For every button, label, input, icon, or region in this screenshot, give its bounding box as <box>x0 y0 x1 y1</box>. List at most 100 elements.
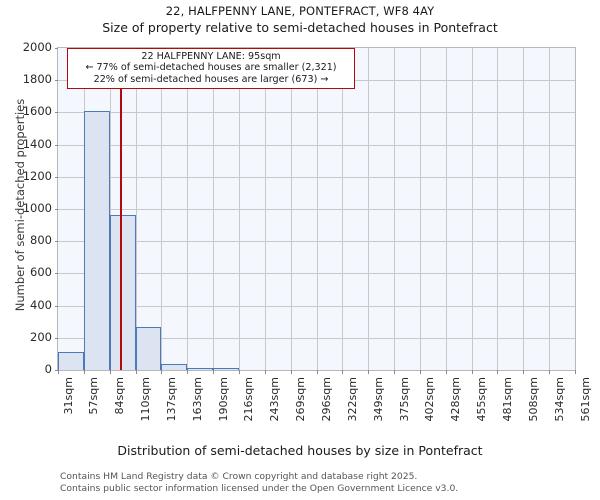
histogram-bar <box>213 368 239 370</box>
footer-line-2: Contains public sector information licen… <box>60 482 459 494</box>
footer-attribution: Contains HM Land Registry data © Crown c… <box>60 471 580 495</box>
y-axis-tick-mark <box>54 176 58 178</box>
x-axis-tick-label: 322sqm <box>345 377 359 422</box>
histogram-bar <box>58 351 84 370</box>
x-axis-tick-mark <box>213 370 215 374</box>
x-axis-tick-mark <box>575 370 576 374</box>
x-axis-tick-label: 190sqm <box>216 377 230 422</box>
y-axis-tick-label: 600 <box>30 265 52 280</box>
y-axis-tick-mark <box>54 144 58 146</box>
footer-line-1: Contains HM Land Registry data © Crown c… <box>60 471 418 482</box>
gridline-vertical <box>161 48 163 370</box>
x-axis-tick-label: 402sqm <box>423 377 437 422</box>
x-axis-tick-label: 137sqm <box>164 377 178 422</box>
gridline-vertical <box>445 48 447 370</box>
x-axis-tick-mark <box>549 370 551 374</box>
gridline-vertical <box>264 48 266 370</box>
annotation-line-smaller: ← 77% of semi-detached houses are smalle… <box>85 62 337 74</box>
y-axis-tick-label: 1600 <box>22 104 52 119</box>
x-axis-tick-label: 110sqm <box>139 377 153 422</box>
y-axis-tick-mark <box>54 48 58 49</box>
gridline-vertical <box>419 48 421 370</box>
page-title: 22, HALFPENNY LANE, PONTEFRACT, WF8 4AY <box>165 4 435 18</box>
x-axis-tick-label: 296sqm <box>320 377 333 422</box>
y-axis-tick-mark <box>54 80 58 82</box>
y-axis-tick-label: 2000 <box>22 40 52 54</box>
y-axis-tick-mark <box>54 337 58 339</box>
x-axis-tick-label: 31sqm <box>61 377 75 415</box>
property-size-marker-line <box>120 48 123 370</box>
x-axis-tick-label: 84sqm <box>113 377 127 415</box>
y-axis-tick-label: 800 <box>30 233 52 248</box>
gridline-vertical <box>290 48 292 370</box>
x-axis-tick-label: 243sqm <box>268 377 282 422</box>
x-axis-tick-mark <box>161 370 163 374</box>
gridline-vertical <box>213 48 215 370</box>
y-axis-tick-label: 1000 <box>22 201 52 215</box>
y-axis-tick-mark <box>54 209 58 210</box>
x-axis-title: Distribution of semi-detached houses by … <box>117 443 483 458</box>
y-axis-tick-label: 400 <box>30 297 52 312</box>
x-axis-tick-mark <box>187 370 189 374</box>
x-axis-tick-mark <box>342 370 344 374</box>
gridline-vertical <box>523 48 525 370</box>
gridline-vertical <box>549 48 551 370</box>
y-axis-tick-label: 0 <box>44 362 52 376</box>
x-axis-tick-label: 534sqm <box>552 377 566 422</box>
gridline-vertical <box>471 48 473 370</box>
histogram-bar <box>135 327 162 370</box>
histogram-bar <box>83 110 110 370</box>
x-axis-tick-label: 561sqm <box>578 377 592 422</box>
x-axis-tick-label: 57sqm <box>87 377 101 415</box>
y-axis-tick-label: 1800 <box>22 72 52 87</box>
x-axis-tick-label: 349sqm <box>371 377 385 422</box>
x-axis-tick-label: 216sqm <box>242 377 256 422</box>
x-axis-tick-mark <box>83 370 85 374</box>
x-axis-tick-mark <box>523 370 525 374</box>
x-axis-tick-mark <box>445 370 447 374</box>
x-axis-tick-mark <box>264 370 266 374</box>
y-axis-tick-mark <box>54 112 58 114</box>
x-axis-tick-label: 375sqm <box>397 377 411 422</box>
gridline-vertical <box>368 48 370 370</box>
y-axis-tick-mark <box>54 305 58 307</box>
gridline-vertical <box>187 48 189 370</box>
annotation-line-property: 22 HALFPENNY LANE: 95sqm <box>141 51 281 62</box>
plot-area <box>54 47 576 374</box>
histogram-bar <box>161 364 188 370</box>
chart-subtitle: Size of property relative to semi-detach… <box>102 20 498 35</box>
y-axis-tick-mark <box>54 273 58 275</box>
histogram-bar <box>187 368 214 370</box>
x-axis-tick-mark <box>135 370 137 374</box>
gridline-vertical <box>135 48 137 370</box>
x-axis-tick-mark <box>58 370 59 374</box>
x-axis-tick-mark <box>368 370 370 374</box>
y-axis-tick-mark <box>54 370 58 371</box>
gridline-vertical <box>316 48 318 370</box>
x-axis-tick-label: 163sqm <box>190 377 204 422</box>
x-axis-tick-mark <box>238 370 240 374</box>
histogram-bar <box>109 215 136 370</box>
gridline-vertical <box>109 48 111 370</box>
x-axis-tick-mark <box>394 370 396 374</box>
gridline-vertical <box>497 48 499 370</box>
x-axis-tick-mark <box>419 370 421 374</box>
y-axis-tick-label: 1200 <box>22 168 52 183</box>
y-axis-tick-mark <box>54 241 58 243</box>
x-axis-tick-mark <box>109 370 111 374</box>
gridline-vertical <box>394 48 396 370</box>
x-axis-tick-mark <box>316 370 318 374</box>
x-axis-tick-mark <box>497 370 499 374</box>
x-axis-tick-label: 428sqm <box>449 377 463 422</box>
x-axis-tick-label: 269sqm <box>294 377 308 422</box>
y-axis-tick-label: 200 <box>30 329 52 344</box>
annotation-line-larger: 22% of semi-detached houses are larger (… <box>93 73 329 85</box>
gridline-vertical <box>238 48 240 370</box>
property-annotation-box: 22 HALFPENNY LANE: 95sqm ← 77% of semi-d… <box>67 48 355 89</box>
x-axis-tick-label: 455sqm <box>475 377 489 422</box>
x-axis-tick-mark <box>471 370 473 374</box>
gridline-vertical <box>342 48 344 370</box>
y-axis-tick-label: 1400 <box>22 136 52 151</box>
x-axis-tick-mark <box>290 370 292 374</box>
